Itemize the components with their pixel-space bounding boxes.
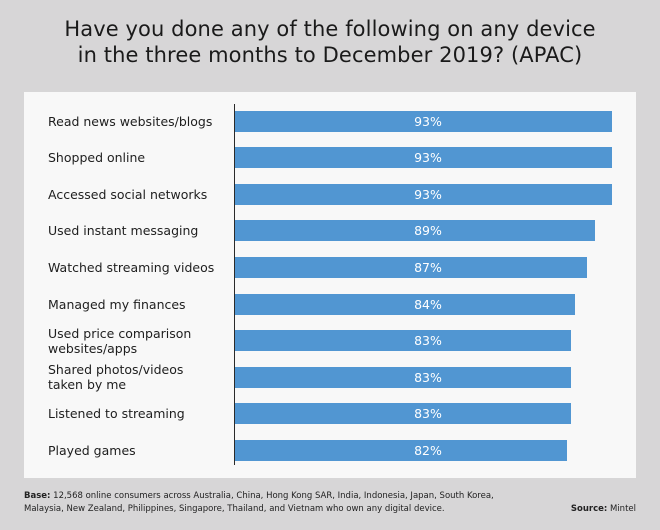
bar (235, 293, 576, 315)
base-label: Base: (24, 491, 51, 501)
chart-panel: Read news websites/blogs 93% Shopped onlin… (24, 92, 636, 478)
category-label-line: Watched streaming videos (48, 259, 215, 275)
bar-value-label: 83% (414, 406, 442, 422)
category-label: Used price comparison websites/apps (48, 326, 228, 356)
chart-title-line-2: in the three months to December 2019? (A… (77, 43, 583, 67)
category-label: Played games (48, 443, 228, 458)
category-label: Watched streaming videos (48, 260, 228, 275)
bar-value-label: 93% (414, 113, 442, 129)
category-label-line: Managed my finances (48, 296, 186, 312)
category-label-line: Shared photos/videos (48, 362, 184, 378)
chart-title: Have you done any of the following on an… (0, 16, 660, 68)
category-label-line: taken by me (48, 377, 127, 393)
category-label-line: Shopped online (48, 150, 146, 166)
source-note: Source: Mintel (571, 503, 636, 516)
category-label-line: Played games (48, 442, 136, 458)
bar-value-label: 93% (414, 150, 442, 166)
category-label: Shopped online (48, 150, 228, 165)
base-footnote: Base: 12,568 online consumers across Aus… (24, 490, 504, 516)
category-label-line: Accessed social networks (48, 186, 208, 202)
category-label-line: Read news websites/blogs (48, 113, 213, 129)
bar (235, 330, 572, 352)
bar (235, 183, 612, 205)
category-label-line: Listened to streaming (48, 406, 185, 422)
bar-value-label: 93% (414, 186, 442, 202)
bar-value-label: 89% (414, 223, 442, 239)
chart-title-line-1: Have you done any of the following on an… (64, 17, 596, 41)
bar (235, 403, 572, 425)
bar (235, 366, 572, 388)
bar-value-label: 87% (414, 259, 442, 275)
bar (235, 439, 568, 461)
bar (235, 110, 612, 132)
bar-value-label: 83% (414, 369, 442, 385)
bar (235, 256, 588, 278)
category-label: Read news websites/blogs (48, 114, 228, 129)
category-label: Listened to streaming (48, 406, 228, 421)
source-text: Mintel (607, 504, 636, 514)
category-label-line: Used instant messaging (48, 223, 199, 239)
bar (235, 147, 612, 169)
y-axis-line (234, 104, 235, 465)
base-text-line-1: 12,568 online consumers across Australia… (50, 491, 494, 501)
source-label: Source: (570, 504, 608, 514)
category-label-line: Used price comparison (48, 325, 192, 341)
bar-value-label: 82% (414, 442, 442, 458)
category-label: Accessed social networks (48, 187, 228, 202)
category-label: Managed my finances (48, 297, 228, 312)
bar (235, 220, 596, 242)
category-label-line: websites/apps (48, 340, 138, 356)
base-text-line-2: Malaysia, New Zealand, Philippines, Sing… (24, 504, 445, 514)
bar-value-label: 84% (414, 296, 442, 312)
bar-value-label: 83% (414, 333, 442, 349)
category-label: Used instant messaging (48, 223, 228, 238)
category-label: Shared photos/videos taken by me (48, 362, 228, 392)
